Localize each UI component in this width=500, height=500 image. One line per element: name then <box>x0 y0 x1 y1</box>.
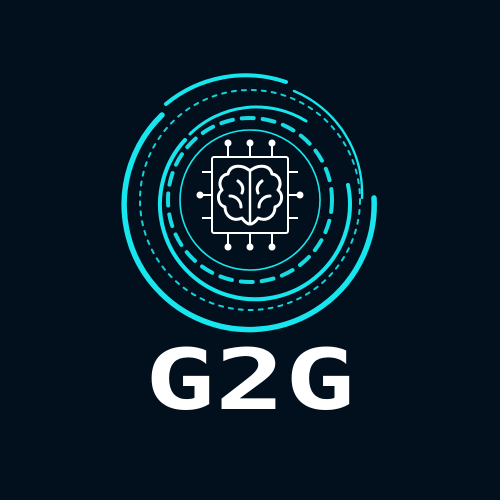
brain-fold <box>255 179 264 195</box>
brain-fold <box>257 194 272 209</box>
thin-inner-ring <box>179 129 321 271</box>
outer-ring-arc-right <box>292 89 364 200</box>
brain-right-hemisphere <box>249 164 284 226</box>
brain-fold <box>236 179 245 195</box>
brain-left-hemisphere <box>216 164 251 226</box>
chip-pin-dot <box>224 139 232 147</box>
inner-ring-arc-left <box>157 138 352 302</box>
chip-pin-dot <box>246 139 254 147</box>
chip-pin-dot <box>246 243 254 251</box>
circuit-rings-icon <box>121 73 377 333</box>
chip-pin-dot <box>196 191 204 199</box>
chip-pin-dot <box>268 243 276 251</box>
brain-fold <box>228 194 243 209</box>
chip-pin-dot <box>268 139 276 147</box>
brand-title: G2G <box>145 337 355 425</box>
chip-pin-dot <box>224 243 232 251</box>
outer-ring-arc-top <box>164 73 288 106</box>
dashed-ring-inner <box>166 116 334 284</box>
inner-ring-arc-top <box>188 105 308 136</box>
chip-icon <box>196 139 304 251</box>
outer-ring-arc-left <box>121 112 377 333</box>
dashed-ring <box>139 89 361 311</box>
brand-text: G2G <box>145 337 355 425</box>
brain-icon <box>216 164 284 226</box>
chip-pin-dot <box>296 191 304 199</box>
